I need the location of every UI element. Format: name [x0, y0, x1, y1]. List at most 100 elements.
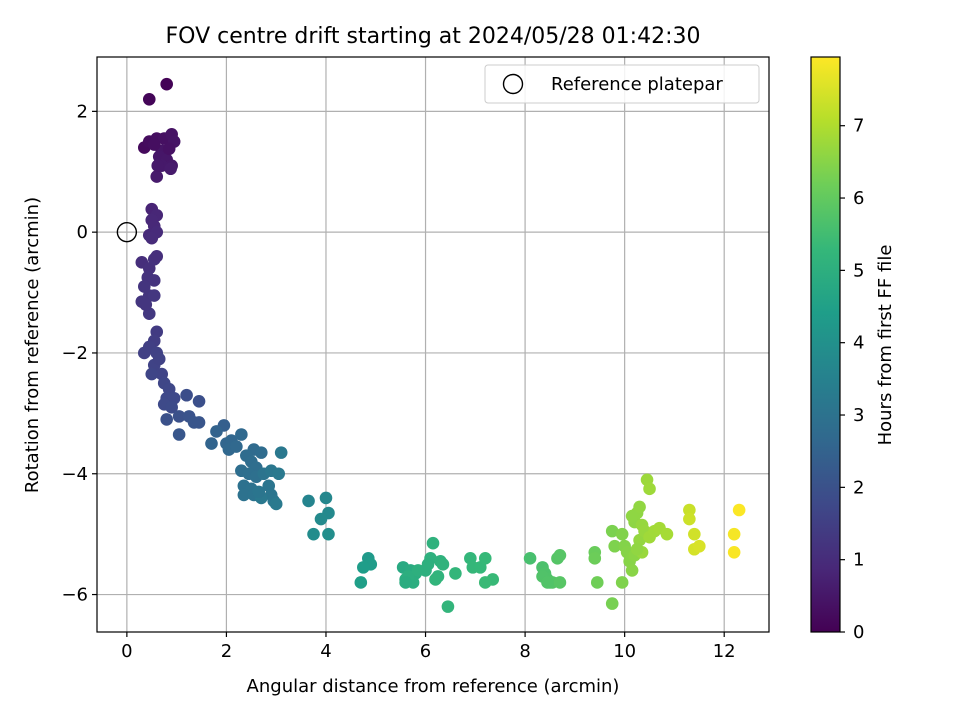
colorbar-label: Hours from first FF file	[875, 245, 896, 446]
colorbar-tick-label: 6	[853, 188, 864, 209]
data-point	[230, 440, 243, 453]
data-point	[727, 545, 741, 559]
data-point	[478, 576, 492, 589]
data-point	[205, 437, 218, 450]
legend: Reference platepar	[484, 64, 760, 104]
data-point	[693, 539, 706, 553]
data-point	[151, 159, 165, 173]
data-point	[210, 425, 223, 438]
colorbar-tick-label: 1	[853, 550, 864, 571]
data-point	[137, 346, 151, 360]
x-tick-label: 12	[713, 641, 736, 662]
colorbar-tick-label: 0	[853, 622, 864, 643]
data-point	[436, 558, 450, 571]
data-point	[147, 274, 161, 287]
data-point	[235, 428, 248, 441]
data-point	[274, 446, 288, 459]
y-tick-label: 2	[77, 101, 88, 122]
colorbar-ticks: 0 1 2 3 4 5 6 7	[840, 116, 864, 643]
data-point	[660, 527, 674, 541]
x-tick-label: 10	[613, 641, 636, 662]
data-point	[523, 552, 537, 565]
data-point	[322, 527, 335, 541]
data-point	[608, 539, 621, 553]
legend-entry-reference-platepar: Reference platepar	[551, 74, 723, 95]
legend-reference-marker	[502, 73, 524, 95]
data-point	[683, 512, 696, 526]
data-point	[145, 231, 159, 245]
data-point	[441, 600, 455, 613]
data-point	[605, 524, 619, 538]
colorbar-tick-label: 4	[853, 333, 864, 354]
data-point	[541, 576, 554, 589]
data-point	[139, 298, 153, 311]
data-point	[688, 527, 701, 541]
data-point	[192, 394, 206, 408]
y-tick-label: −6	[61, 585, 88, 606]
y-axis-label: Rotation from reference (arcmin)	[22, 197, 43, 493]
data-point	[630, 542, 644, 556]
data-point	[147, 138, 161, 151]
plot-frame	[96, 56, 770, 633]
data-point	[357, 561, 370, 574]
data-point	[625, 509, 639, 523]
data-point	[160, 413, 173, 426]
data-point	[727, 527, 741, 541]
x-tick-label: 6	[420, 641, 431, 662]
y-tick-label: −2	[61, 343, 88, 364]
data-point	[269, 497, 283, 511]
colorbar-tick-label: 5	[853, 260, 864, 281]
data-point	[307, 527, 320, 541]
chart-title: FOV centre drift starting at 2024/05/28 …	[166, 24, 701, 49]
data-point	[254, 446, 268, 459]
data-point	[147, 289, 161, 302]
x-tick-label: 0	[121, 641, 132, 662]
data-point	[237, 488, 251, 502]
x-tick-label: 2	[221, 641, 232, 662]
data-point	[732, 503, 746, 517]
y-tick-label: 0	[77, 222, 88, 243]
data-point	[142, 92, 156, 106]
x-tick-label: 4	[320, 641, 331, 662]
colorbar	[810, 56, 841, 633]
data-point	[145, 367, 159, 381]
data-point	[429, 573, 442, 586]
data-point	[272, 467, 285, 481]
data-point	[160, 77, 173, 91]
data-point	[449, 567, 462, 580]
data-point	[180, 388, 193, 402]
data-point	[553, 548, 567, 562]
data-point	[421, 558, 435, 571]
data-point	[162, 142, 176, 156]
colorbar-tick-label: 2	[853, 477, 864, 498]
data-point	[302, 494, 315, 508]
data-point	[478, 552, 492, 565]
data-point	[643, 482, 656, 496]
data-point	[192, 416, 206, 429]
data-point	[399, 576, 412, 589]
data-point	[615, 576, 629, 589]
data-point	[354, 576, 368, 589]
reference-marker	[116, 221, 138, 243]
data-point	[605, 597, 619, 610]
data-points	[135, 77, 746, 613]
x-tick-label: 8	[519, 641, 530, 662]
grid-lines	[97, 57, 769, 632]
data-point	[426, 536, 440, 550]
data-point	[164, 162, 177, 176]
data-point	[172, 410, 186, 423]
data-point	[314, 512, 328, 526]
data-point	[152, 352, 166, 366]
colorbar-tick-label: 7	[853, 116, 864, 137]
data-point	[319, 491, 333, 505]
data-point	[150, 250, 164, 263]
data-point	[172, 428, 186, 441]
x-axis-label: Angular distance from reference (arcmin)	[247, 676, 620, 697]
data-point	[553, 576, 567, 589]
colorbar-tick-label: 3	[853, 405, 864, 426]
data-point	[588, 552, 602, 565]
legend-box	[484, 64, 760, 104]
y-tick-label: −4	[61, 464, 88, 485]
data-point	[165, 401, 178, 414]
